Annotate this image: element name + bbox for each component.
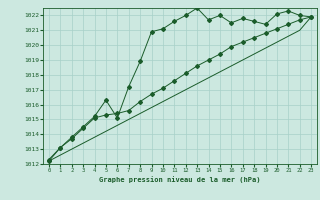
X-axis label: Graphe pression niveau de la mer (hPa): Graphe pression niveau de la mer (hPa) (99, 176, 261, 183)
